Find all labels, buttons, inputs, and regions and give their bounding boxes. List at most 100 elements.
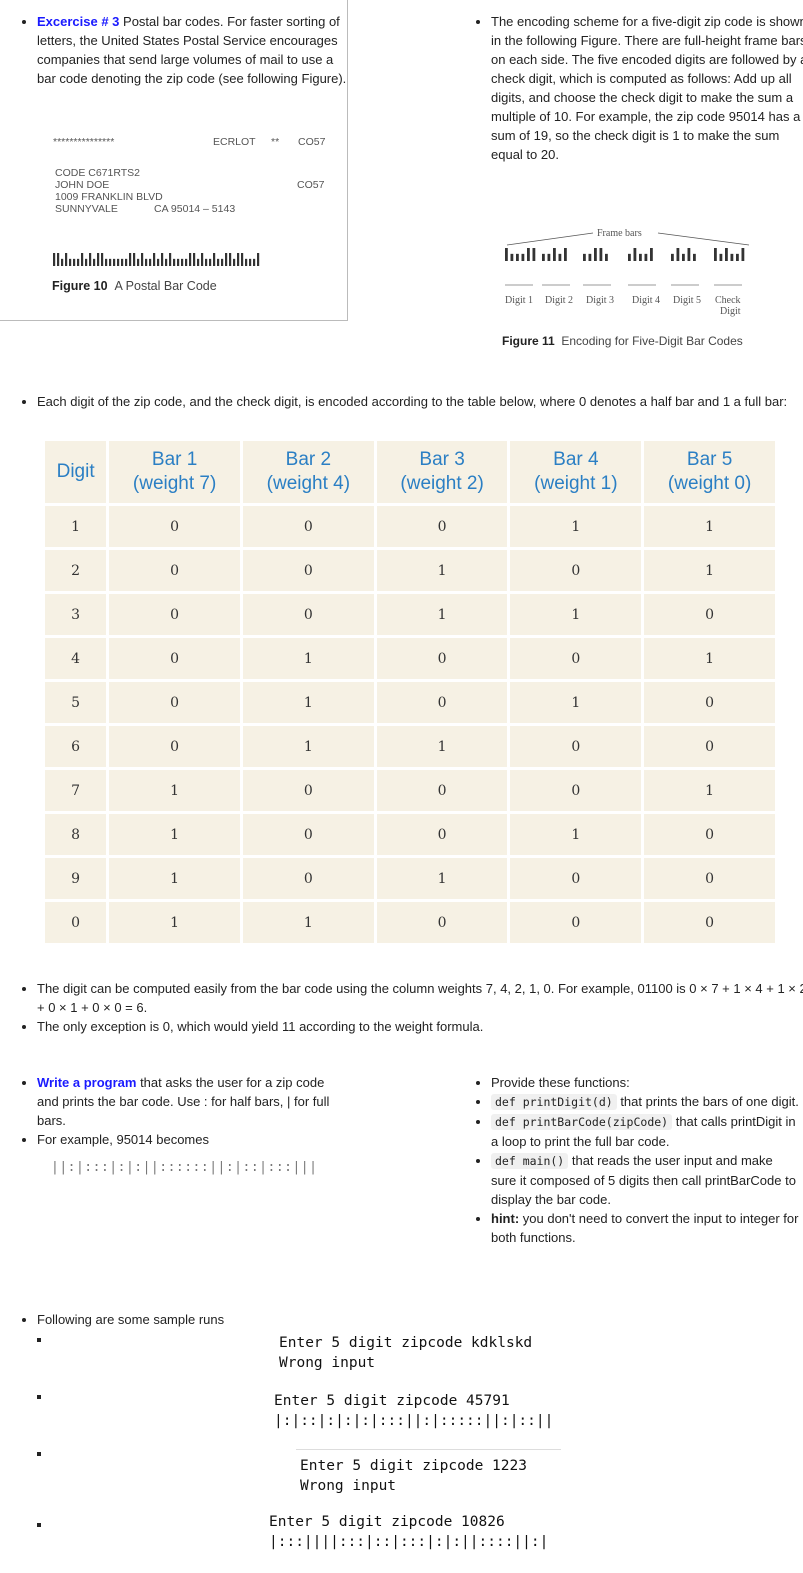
stars: ***************	[53, 136, 115, 148]
bar	[221, 258, 224, 266]
run-prompt: Enter 5 digit zipcode 45791	[274, 1393, 510, 1409]
table-cell: 0	[510, 902, 642, 943]
bar	[687, 248, 691, 261]
bar	[532, 248, 536, 261]
run-prompt: Enter 5 digit zipcode 1223	[300, 1458, 527, 1474]
table-cell: 0	[644, 902, 775, 943]
bar	[129, 253, 132, 266]
bar	[542, 253, 545, 261]
samples-intro: Following are some sample runs	[37, 1310, 437, 1329]
column-header: Bar 5 (weight 0)	[644, 441, 775, 503]
table-cell: 0	[109, 682, 240, 723]
table-cell: 1	[644, 550, 775, 591]
bar	[233, 258, 236, 266]
table-cell: 0	[109, 726, 240, 767]
bar	[682, 253, 685, 261]
bar	[145, 258, 148, 266]
postal-barcode-image	[53, 253, 260, 266]
column-header: Bar 3 (weight 2)	[376, 441, 508, 503]
function-main: def main() that reads the user input and…	[491, 1151, 801, 1209]
encoding-table: Digit Bar 1 (weight 7) Bar 2 (weight 4) Bar 3…	[42, 438, 778, 946]
header-weight: (weight 2)	[400, 473, 484, 494]
bar	[229, 253, 232, 266]
figure-10-caption: Figure 10 A Postal Bar Code	[52, 279, 217, 293]
bar	[639, 253, 642, 261]
sample-run-4: Enter 5 digit zipcode 10826 |:::||||:::|:…	[269, 1512, 548, 1552]
caption-text: A Postal Bar Code	[114, 279, 217, 293]
bullet-square	[37, 1338, 41, 1342]
header-line: Bar 1	[151, 449, 198, 470]
task-text: that asks the user for a zip code and pr…	[37, 1075, 330, 1128]
bullet-square	[37, 1452, 41, 1456]
table-cell: 1	[644, 770, 775, 811]
function-desc: that reads the user input and make sure …	[491, 1153, 796, 1207]
encoding-text: The encoding scheme for a five-digit zip…	[491, 12, 803, 164]
bar	[153, 253, 156, 266]
bar	[85, 258, 88, 266]
column-header: Bar 2 (weight 4)	[242, 441, 374, 503]
bar	[113, 258, 116, 266]
task-list: Write a program that asks the user for a…	[17, 1073, 347, 1149]
table-cell: 7	[45, 770, 107, 811]
table-cell: 0	[376, 682, 508, 723]
bullet-square	[37, 1395, 41, 1399]
column-header: Bar 4 (weight 1)	[510, 441, 642, 503]
table-cell: 0	[376, 506, 508, 547]
bar	[736, 253, 739, 261]
table-cell: 0	[242, 506, 374, 547]
note-weights: The digit can be computed easily from th…	[37, 979, 803, 1017]
bar	[741, 248, 745, 261]
table-cell: 9	[45, 858, 107, 899]
address-name: JOHN DOE	[55, 179, 110, 191]
table-cell: 1	[109, 770, 240, 811]
table-cell: 1	[510, 506, 642, 547]
bar	[77, 258, 80, 266]
table-cell: 0	[510, 726, 642, 767]
bar	[193, 253, 196, 266]
bar	[161, 253, 164, 266]
bar	[583, 253, 586, 261]
hint-text: you don't need to convert the input to i…	[491, 1211, 799, 1245]
bar	[81, 253, 84, 266]
table-cell: 0	[510, 858, 642, 899]
header-weight: (weight 4)	[266, 473, 351, 494]
header-weight: (weight 1)	[534, 473, 618, 494]
bar	[137, 258, 140, 266]
bar	[97, 253, 100, 266]
digit-label: Digit 5	[673, 295, 702, 306]
bullet-square	[37, 1523, 41, 1527]
bar	[101, 253, 104, 266]
digit-label: Digit 1	[505, 295, 534, 306]
table-cell: 0	[644, 814, 775, 855]
table-cell: 0	[242, 814, 374, 855]
bar	[121, 258, 124, 266]
bar	[558, 253, 562, 261]
caption-label: Figure 11	[502, 334, 555, 348]
table-header-row: Digit Bar 1 (weight 7) Bar 2 (weight 4) Bar 3…	[45, 441, 775, 503]
bar	[141, 253, 144, 266]
table-cell: 5	[45, 682, 107, 723]
run-output: |:|::|:|:|:|:::||:|:::::||:|::||	[274, 1413, 554, 1429]
table-cell: 1	[510, 814, 642, 855]
table-cell: 1	[644, 506, 775, 547]
table-cell: 0	[376, 638, 508, 679]
bar	[725, 248, 728, 261]
sample-run-3: Enter 5 digit zipcode 1223 Wrong input	[300, 1456, 527, 1496]
bar	[213, 253, 216, 266]
bar	[714, 248, 717, 261]
sample-run-2: Enter 5 digit zipcode 45791|:|::|:|:|:|:…	[274, 1391, 553, 1431]
digit-label: Digit 3	[586, 295, 615, 306]
table-cell: 0	[242, 858, 374, 899]
bar	[237, 253, 240, 266]
column-header: Digit	[45, 441, 107, 503]
table-cell: 1	[242, 726, 374, 767]
caption-text: Encoding for Five-Digit Bar Codes	[561, 334, 743, 348]
bar	[225, 253, 228, 266]
bar	[693, 253, 696, 261]
address-state-zip: CA 95014 – 5143	[154, 203, 236, 215]
bar	[671, 253, 674, 261]
bar	[53, 253, 56, 266]
bar	[105, 258, 108, 266]
